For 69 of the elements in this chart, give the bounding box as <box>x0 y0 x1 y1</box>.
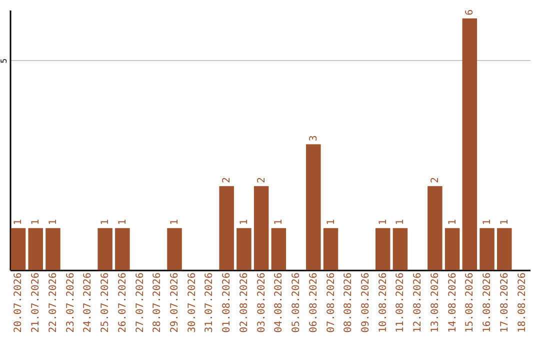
x-tick-label: 28.07.2026 <box>152 272 164 333</box>
x-tick-label: 30.07.2026 <box>186 272 198 333</box>
x-tick-label: 06.08.2026 <box>308 272 320 333</box>
bar <box>254 186 269 270</box>
x-tick-label: 05.08.2026 <box>291 272 302 333</box>
bar <box>219 186 234 270</box>
data-label: 1 <box>30 219 42 226</box>
data-label: 1 <box>378 219 389 226</box>
bar <box>323 228 338 270</box>
data-label: 1 <box>170 219 181 226</box>
x-tick-label: 11.08.2026 <box>395 272 406 333</box>
bar <box>375 228 390 270</box>
bar <box>10 228 26 270</box>
x-tick-label: 16.08.2026 <box>482 272 494 333</box>
x-tick-label: 04.08.2026 <box>274 272 285 333</box>
bar <box>428 186 442 270</box>
x-tick-label: 23.07.2026 <box>65 272 76 333</box>
x-tick-label: 24.07.2026 <box>82 272 94 333</box>
bar <box>167 228 182 270</box>
data-label: 1 <box>499 219 510 226</box>
x-tick-label: 29.07.2026 <box>170 272 181 333</box>
x-tick-label: 08.08.2026 <box>343 272 354 333</box>
x-tick-label: 31.07.2026 <box>204 272 216 333</box>
data-label: 2 <box>222 177 233 184</box>
data-label: 1 <box>117 219 128 226</box>
bar <box>271 228 286 270</box>
data-label: 2 <box>256 177 268 184</box>
data-label: 1 <box>48 219 59 226</box>
x-tick-label: 10.08.2026 <box>378 272 389 333</box>
x-tick-label: 21.07.2026 <box>30 272 42 333</box>
x-tick-label: 26.07.2026 <box>117 272 128 333</box>
x-tick-label: 12.08.2026 <box>412 272 424 333</box>
data-label: 1 <box>13 219 24 226</box>
x-tick-label: 02.08.2026 <box>238 272 250 333</box>
x-tick-label: 20.07.2026 <box>13 272 24 333</box>
x-tick-label: 07.08.2026 <box>326 272 337 333</box>
x-tick-label: 27.07.2026 <box>134 272 146 333</box>
data-label: 1 <box>447 219 458 226</box>
bar <box>306 144 321 270</box>
data-label: 6 <box>464 9 476 16</box>
bar <box>462 18 478 270</box>
bar <box>46 228 60 270</box>
data-label: 1 <box>274 219 285 226</box>
x-tick-label: 09.08.2026 <box>360 272 372 333</box>
data-label: 2 <box>430 177 441 184</box>
x-tick-label: 22.07.2026 <box>48 272 59 333</box>
x-tick-label: 17.08.2026 <box>499 272 510 333</box>
x-tick-label: 18.08.2026 <box>516 272 528 333</box>
x-tick-label: 13.08.2026 <box>430 272 441 333</box>
bar <box>497 228 512 270</box>
data-label: 1 <box>482 219 494 226</box>
x-tick-label: 14.08.2026 <box>447 272 458 333</box>
data-label: 3 <box>308 135 320 142</box>
bar <box>444 228 460 270</box>
x-tick-label: 01.08.2026 <box>222 272 233 333</box>
x-tick-label: 15.08.2026 <box>464 272 476 333</box>
data-label: 1 <box>238 219 250 226</box>
bar <box>115 228 130 270</box>
bar <box>480 228 494 270</box>
y-tick-label: 5 <box>0 58 8 64</box>
bar <box>98 228 112 270</box>
data-label: 1 <box>326 219 337 226</box>
bar <box>392 228 408 270</box>
bar <box>28 228 43 270</box>
x-tick-label: 03.08.2026 <box>256 272 268 333</box>
data-label: 1 <box>100 219 112 226</box>
data-label: 1 <box>395 219 406 226</box>
bar <box>236 228 252 270</box>
x-tick-label: 25.07.2026 <box>100 272 112 333</box>
